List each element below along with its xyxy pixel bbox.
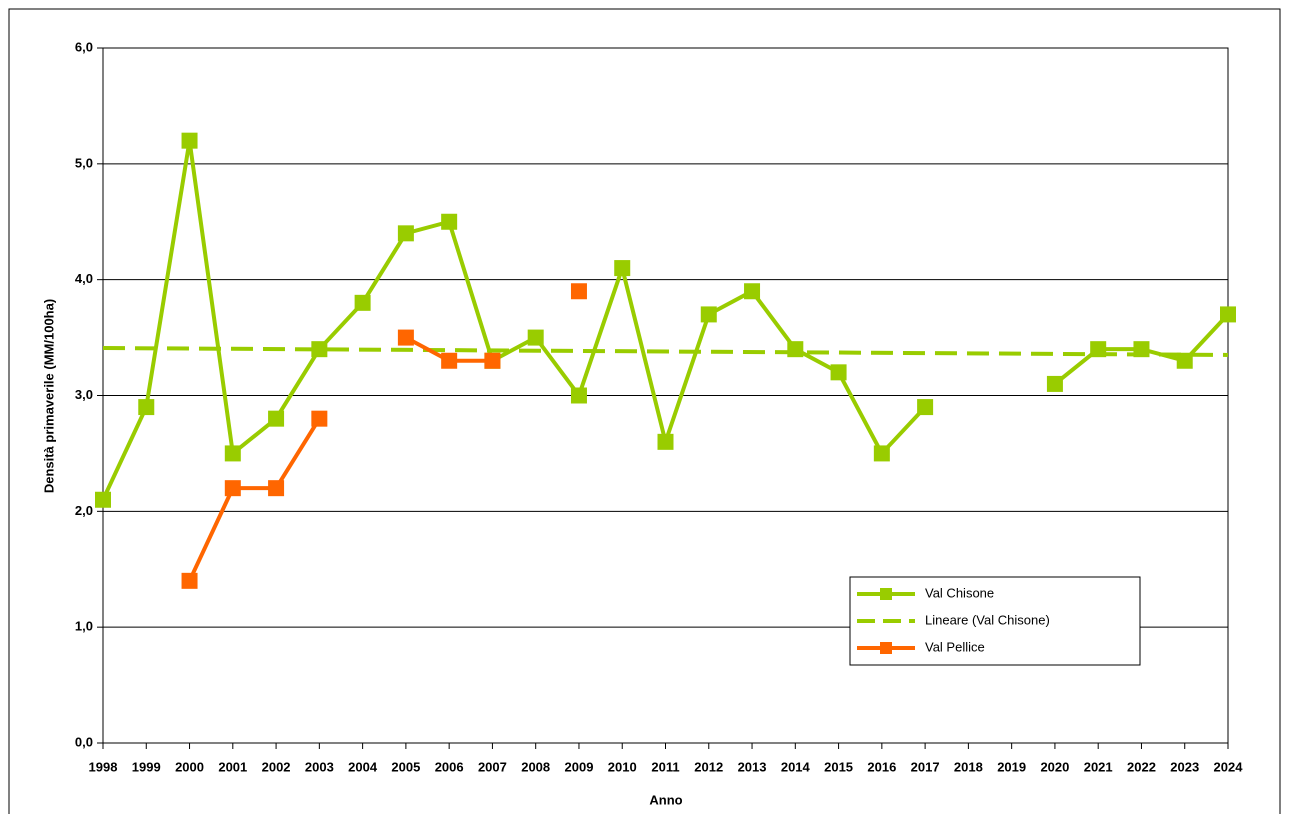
x-tick-label: 2005: [391, 759, 420, 774]
marker: [354, 294, 371, 311]
marker: [268, 480, 285, 497]
marker: [614, 260, 631, 277]
marker: [224, 445, 241, 462]
x-tick-label: 2002: [262, 759, 291, 774]
x-tick-label: 2000: [175, 759, 204, 774]
marker: [397, 329, 414, 346]
x-tick-label: 2006: [435, 759, 464, 774]
x-tick-label: 2007: [478, 759, 507, 774]
y-tick-label: 5,0: [75, 155, 93, 170]
x-tick-label: 2009: [565, 759, 594, 774]
marker: [1046, 375, 1063, 392]
x-tick-label: 2019: [997, 759, 1026, 774]
marker: [744, 283, 761, 300]
marker: [181, 132, 198, 149]
y-tick-label: 4,0: [75, 271, 93, 286]
x-tick-label: 1998: [89, 759, 118, 774]
x-tick-label: 2020: [1040, 759, 1069, 774]
marker: [1220, 306, 1236, 323]
marker: [484, 352, 501, 369]
x-tick-label: 2003: [305, 759, 334, 774]
x-tick-label: 2012: [694, 759, 723, 774]
legend-label: Lineare (Val Chisone): [925, 612, 1050, 627]
marker: [527, 329, 544, 346]
marker: [787, 341, 804, 358]
y-tick-label: 1,0: [75, 619, 93, 634]
marker: [830, 364, 847, 381]
x-tick-label: 2011: [651, 759, 679, 774]
marker: [1090, 341, 1107, 358]
y-tick-label: 3,0: [75, 387, 93, 402]
trendline: [102, 346, 1229, 357]
x-tick-label: 1999: [132, 759, 161, 774]
y-tick-label: 0,0: [75, 734, 93, 749]
legend-label: Val Chisone: [925, 585, 994, 600]
marker: [268, 410, 285, 427]
y-axis-label: Densità primaverile (MM/100ha): [41, 299, 56, 493]
x-tick-label: 2021: [1084, 759, 1113, 774]
x-tick-label: 2004: [348, 759, 378, 774]
x-tick-label: 2017: [911, 759, 940, 774]
x-tick-label: 2024: [1214, 759, 1244, 774]
x-tick-label: 2018: [954, 759, 983, 774]
legend-marker: [880, 642, 892, 654]
x-tick-label: 2022: [1127, 759, 1156, 774]
marker: [95, 491, 111, 508]
x-tick-label: 2013: [738, 759, 767, 774]
x-tick-label: 2010: [608, 759, 637, 774]
marker: [311, 341, 328, 358]
legend-marker: [880, 588, 892, 600]
marker: [224, 480, 241, 497]
x-tick-label: 2015: [824, 759, 853, 774]
y-tick-label: 2,0: [75, 503, 93, 518]
marker: [570, 283, 587, 300]
legend-label: Val Pellice: [925, 639, 985, 654]
marker: [657, 433, 674, 450]
chart-border: [8, 8, 1281, 819]
marker: [1133, 341, 1150, 358]
marker: [700, 306, 717, 323]
marker: [873, 445, 890, 462]
marker: [441, 352, 458, 369]
marker: [397, 225, 414, 242]
marker: [138, 399, 155, 416]
x-tick-label: 2001: [218, 759, 247, 774]
x-tick-label: 2014: [781, 759, 811, 774]
marker: [1176, 352, 1193, 369]
x-axis-label: Anno: [649, 792, 682, 807]
marker: [570, 387, 587, 404]
marker: [181, 572, 198, 589]
y-tick-label: 6,0: [75, 39, 93, 54]
x-tick-label: 2016: [867, 759, 896, 774]
x-tick-label: 2008: [521, 759, 550, 774]
marker: [311, 410, 328, 427]
marker: [917, 399, 934, 416]
x-tick-label: 2023: [1170, 759, 1199, 774]
marker: [441, 213, 458, 230]
